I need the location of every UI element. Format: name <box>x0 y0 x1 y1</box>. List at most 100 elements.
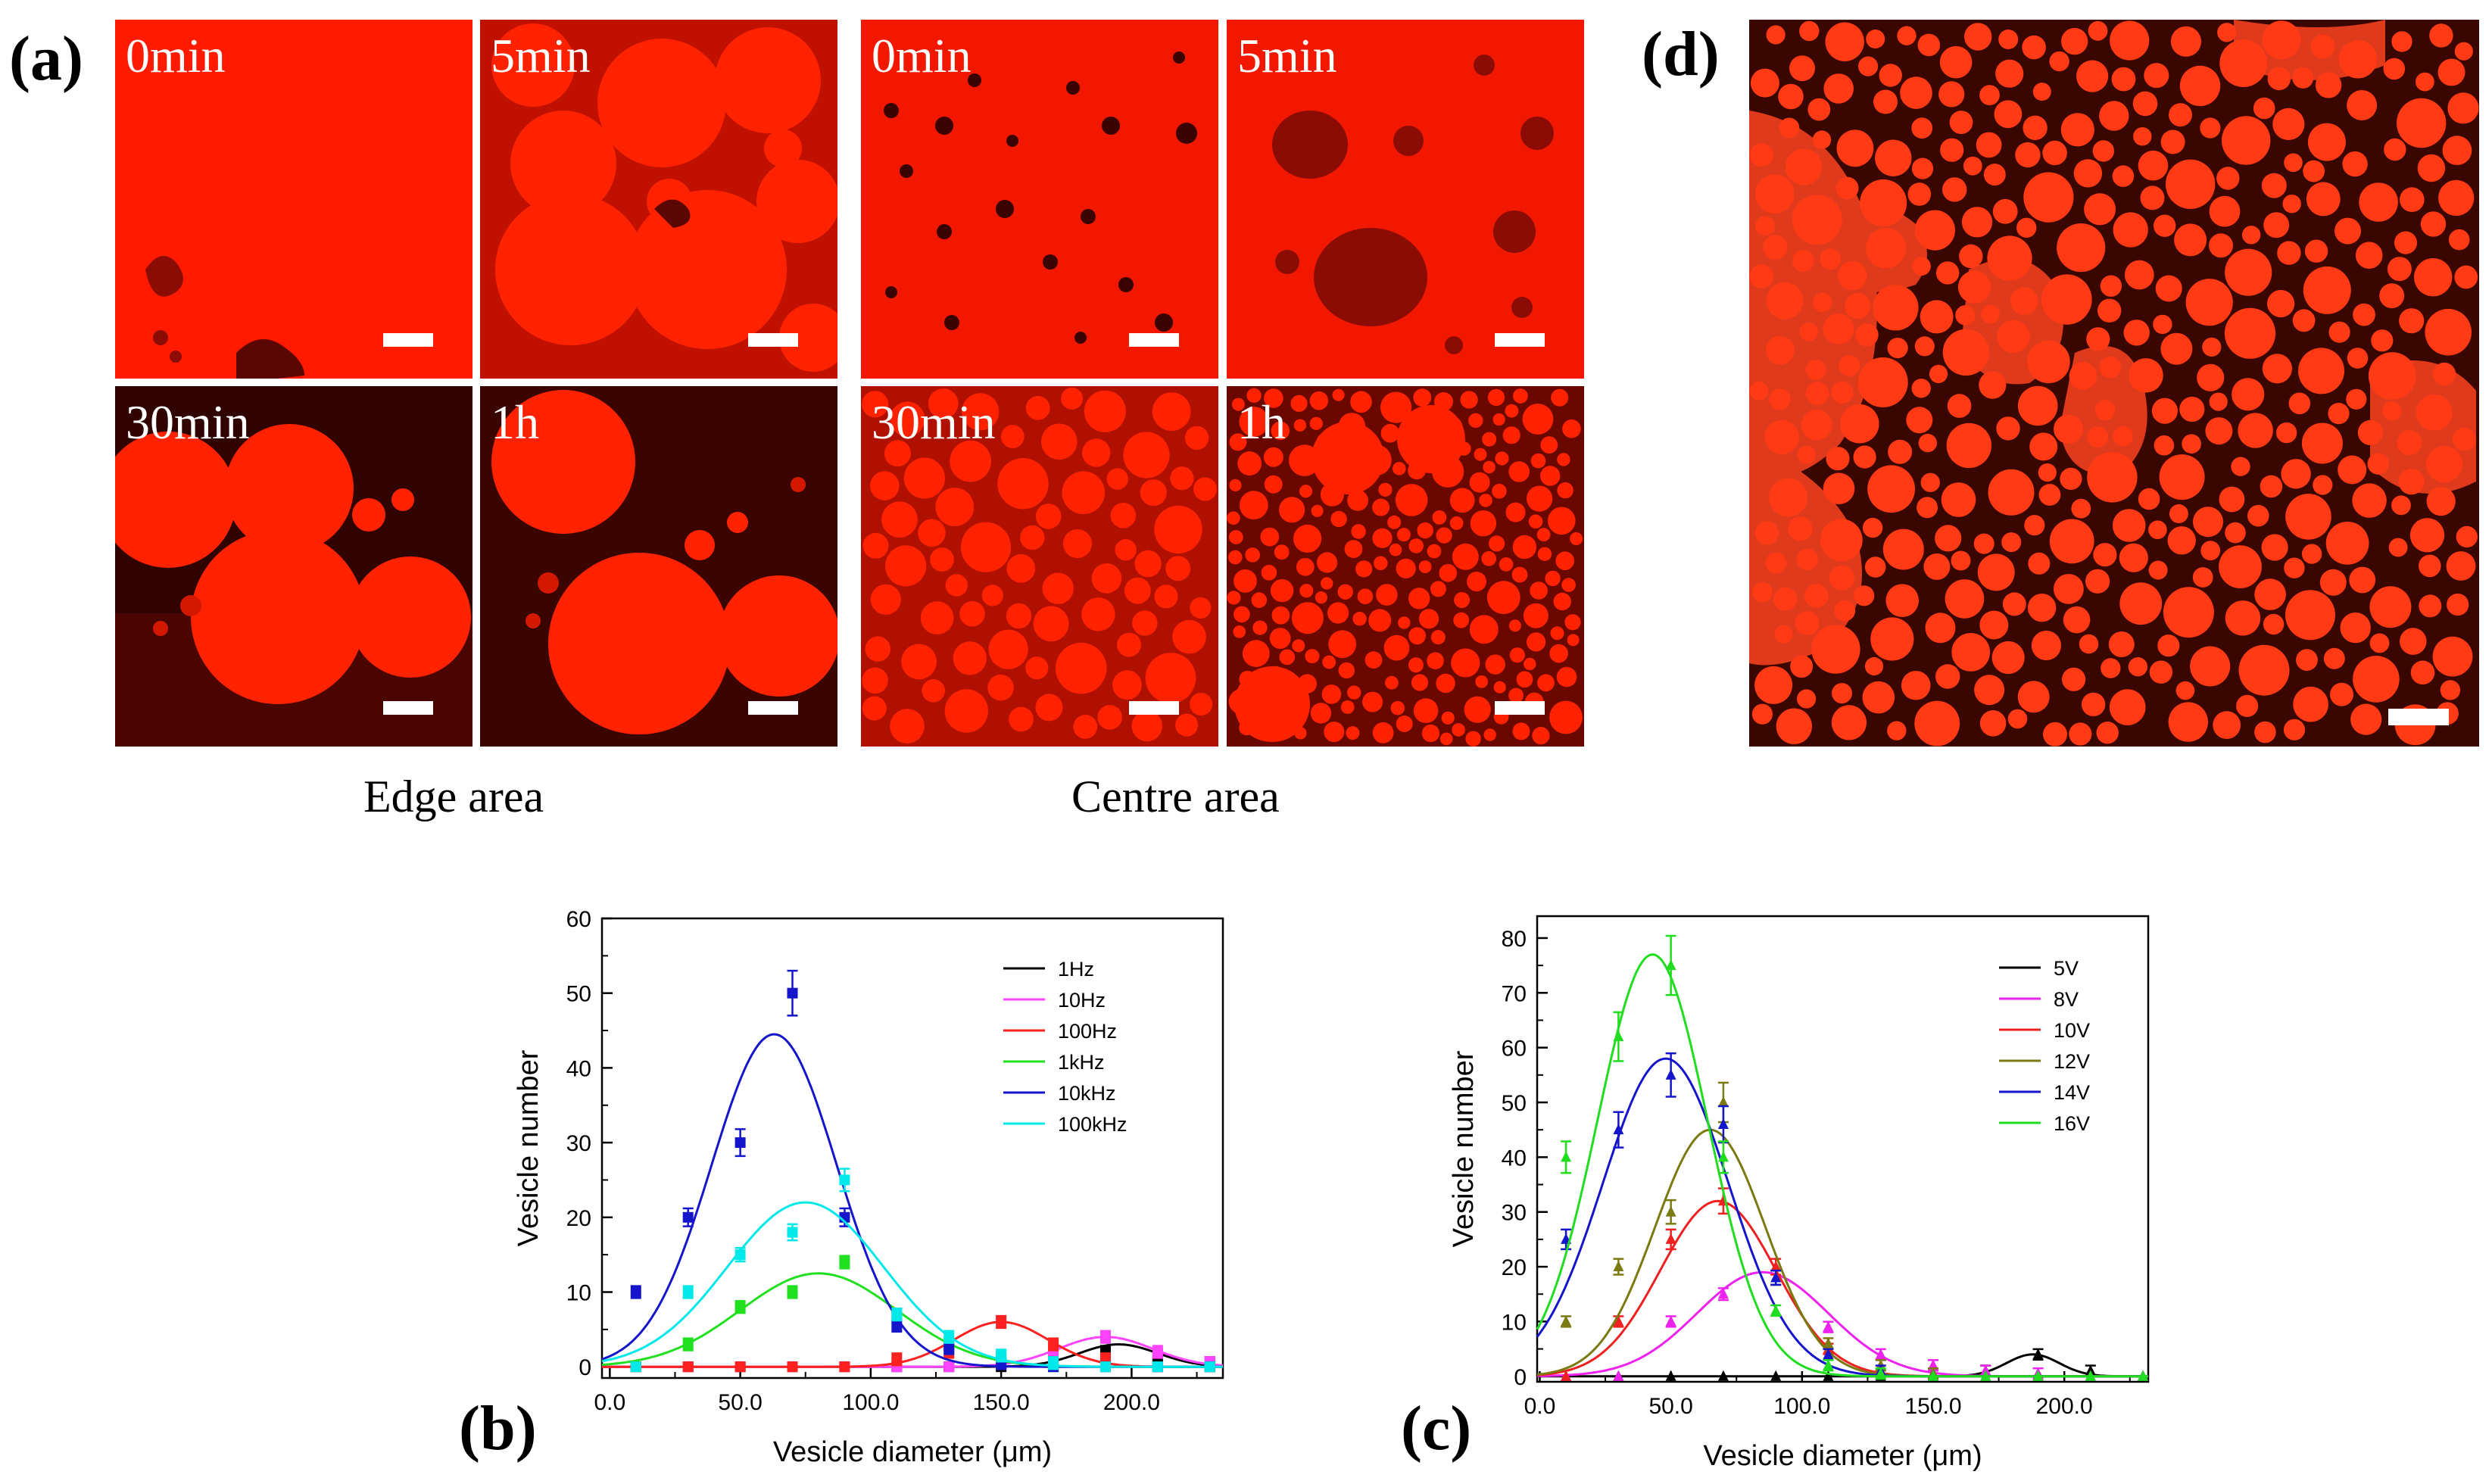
x-tick-label: 200.0 <box>2036 1394 2093 1419</box>
scale-bar <box>1129 701 1179 715</box>
y-tick-label: 50 <box>566 982 591 1007</box>
data-point <box>1823 1348 1834 1359</box>
data-point <box>682 1361 694 1373</box>
data-point <box>1665 1315 1676 1327</box>
x-tick-label: 0.0 <box>1524 1394 1556 1419</box>
data-point <box>1875 1348 1886 1359</box>
data-point <box>1665 1370 1676 1381</box>
micrograph-image <box>480 20 837 379</box>
legend: 1Hz 10Hz 100Hz 1kHz 10kHz 100kHz <box>1003 958 1127 1136</box>
y-tick-label: 10 <box>1502 1310 1527 1335</box>
data-point <box>1980 1364 1991 1376</box>
legend-label: 16V <box>2054 1112 2090 1135</box>
x-tick-label: 0.0 <box>594 1390 625 1415</box>
tile-time-label: 0min <box>872 29 972 83</box>
series-10V <box>1536 1187 2149 1381</box>
data-point <box>1613 1124 1624 1135</box>
data-point <box>1561 1370 1572 1381</box>
data-point <box>682 1286 694 1298</box>
series-1kHz <box>601 1255 1223 1373</box>
scale-bar <box>383 701 433 715</box>
panel-label-a: (a) <box>9 23 83 94</box>
data-point <box>1823 1370 1834 1381</box>
tile-time-label: 1h <box>491 395 539 449</box>
data-point <box>1152 1346 1163 1358</box>
data-point <box>787 1286 798 1298</box>
y-tick-label: 30 <box>566 1131 591 1156</box>
data-point <box>1927 1359 1938 1370</box>
y-tick-label: 10 <box>566 1280 591 1305</box>
x-tick-label: 200.0 <box>1103 1390 1160 1415</box>
data-point <box>2138 1370 2149 1381</box>
micrograph-centre-1h: 1h <box>1227 386 1584 747</box>
legend-label: 100kHz <box>1058 1113 1127 1136</box>
data-point <box>1561 1315 1572 1327</box>
y-tick-label: 0 <box>579 1355 591 1380</box>
micrograph-image <box>115 20 473 379</box>
data-point <box>1717 1118 1729 1129</box>
panel-label-b: (b) <box>459 1393 537 1464</box>
data-point <box>1770 1261 1782 1272</box>
fit-curve <box>601 1272 1223 1368</box>
chart-c-svg: 0.0 50.0 100.0 150.0 200.0 0 10 20 30 40 50 60 70 80 V… <box>1448 915 2150 1472</box>
x-tick-label: 150.0 <box>973 1390 1030 1415</box>
x-tick-label: 50.0 <box>1648 1394 1692 1419</box>
data-point <box>1561 1151 1572 1162</box>
data-point <box>2085 1370 2096 1381</box>
data-point <box>891 1309 903 1320</box>
micrograph-centre-30min: 30min <box>861 386 1218 747</box>
data-point <box>1770 1370 1782 1381</box>
micrograph-centre-5min: 5min <box>1227 20 1584 379</box>
legend-label: 5V <box>2054 957 2079 980</box>
legend-label: 12V <box>2054 1050 2090 1073</box>
fit-curve <box>601 1033 1223 1368</box>
data-point <box>1717 1288 1729 1299</box>
y-tick-label: 20 <box>1502 1255 1527 1280</box>
data-point <box>1717 1151 1729 1162</box>
data-point <box>891 1354 903 1365</box>
micrograph-image <box>115 386 473 747</box>
y-tick-label: 50 <box>1502 1091 1527 1116</box>
data-point <box>1717 1096 1729 1107</box>
data-point <box>1099 1331 1111 1342</box>
plot-frame <box>1536 915 2150 1383</box>
legend-label: 10Hz <box>1058 989 1106 1012</box>
micrograph-panel-d <box>1749 20 2479 747</box>
x-tick-label: 50.0 <box>718 1390 762 1415</box>
micrograph-image <box>861 20 1218 379</box>
data-point <box>1927 1370 1938 1381</box>
data-point <box>630 1361 641 1373</box>
plot-frame <box>600 917 1224 1380</box>
data-point <box>1048 1358 1059 1369</box>
legend-label: 100Hz <box>1058 1020 1117 1043</box>
tile-time-label: 5min <box>1237 29 1337 83</box>
data-point <box>1875 1359 1886 1370</box>
data-point <box>891 1320 903 1331</box>
legend-label: 10kHz <box>1058 1082 1116 1105</box>
panel-label-d: (d) <box>1642 19 1720 89</box>
data-point <box>787 987 798 999</box>
micrograph-edge-0min: 0min <box>115 20 473 379</box>
y-tick-label: 40 <box>566 1056 591 1081</box>
data-point <box>943 1342 955 1354</box>
data-point <box>1875 1367 1886 1379</box>
series-100kHz <box>601 1168 1223 1373</box>
y-tick-label: 0 <box>1514 1365 1527 1390</box>
series-8V <box>1536 1269 2149 1381</box>
micrograph-image <box>1227 386 1584 747</box>
legend-label: 8V <box>2054 988 2079 1011</box>
fit-curve <box>1536 953 2148 1378</box>
chart-c: 0.0 50.0 100.0 150.0 200.0 0 10 20 30 40 50 60 70 80 V… <box>1408 901 2181 1484</box>
y-tick-label: 20 <box>566 1206 591 1231</box>
data-point <box>839 1174 850 1186</box>
x-axis-label: Vesicle diameter (μm) <box>1703 1440 1982 1472</box>
micrograph-image <box>1749 20 2479 747</box>
micrograph-image <box>861 386 1218 747</box>
data-point <box>1613 1030 1624 1042</box>
micrograph-edge-30min: 30min <box>115 386 473 747</box>
data-point <box>682 1211 694 1223</box>
y-tick-label: 40 <box>1502 1146 1527 1171</box>
data-point <box>735 1249 746 1261</box>
micrograph-edge-5min: 5min <box>480 20 837 379</box>
x-tick-label: 100.0 <box>842 1390 899 1415</box>
